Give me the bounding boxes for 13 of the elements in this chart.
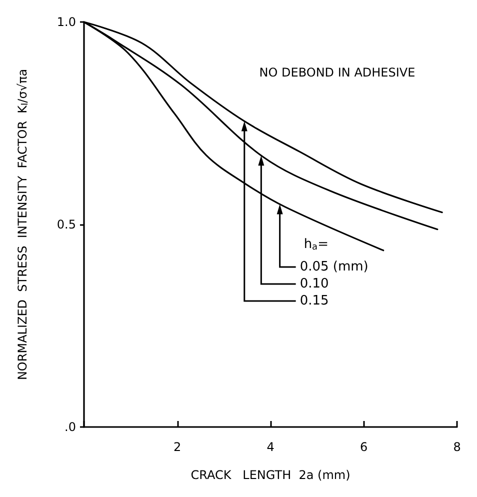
y-tick-label: .0 <box>64 420 76 434</box>
x-tick-label: 6 <box>360 440 368 454</box>
x-tick-label: 8 <box>453 440 461 454</box>
y-tick-label: 1.0 <box>56 15 76 29</box>
y-tick-label: 0.5 <box>56 218 76 232</box>
x-axis-title: CRACK LENGTH 2a (mm) <box>190 468 350 482</box>
x-tick-label: 2 <box>173 440 182 454</box>
annotation: 0.05 (mm) <box>300 260 368 275</box>
y-axis-title: NORMALIZED STRESS INTENSITY FACTOR KI/σ√πa <box>16 68 30 380</box>
annotation: 0.10 <box>300 276 329 292</box>
x-tick-label: 4 <box>266 440 274 454</box>
annotation: NO DEBOND IN ADHESIVE <box>259 66 416 80</box>
annotation: 0.15 <box>300 294 329 309</box>
